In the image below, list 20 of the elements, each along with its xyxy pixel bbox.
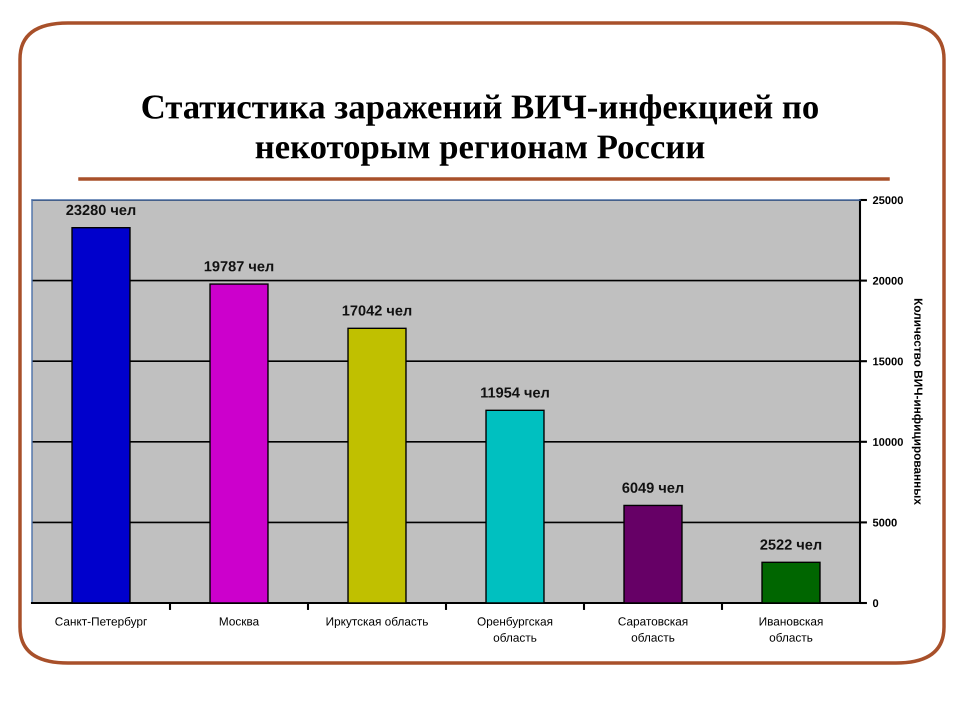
data-label: 19787 чел bbox=[204, 261, 274, 272]
y-tick-label: 10000 bbox=[873, 438, 903, 446]
chart-title: Статистика заражений ВИЧ-инфекцией по некоторым регионам России bbox=[142, 94, 818, 166]
x-tick-label: Саратовская область bbox=[618, 617, 688, 642]
data-label: 23280 чел bbox=[66, 204, 136, 216]
y-tick-label: 25000 bbox=[872, 196, 903, 204]
x-tick-label: Оренбургская область bbox=[478, 616, 552, 642]
y-tick-label: 5000 bbox=[872, 518, 897, 527]
data-label: 17042 чел bbox=[342, 305, 412, 316]
x-tick-label: Ивановская область bbox=[760, 617, 823, 642]
x-tick-label: Иркутская область bbox=[326, 616, 428, 628]
data-label: 11954 чел bbox=[481, 387, 549, 398]
data-label: 6049 чел bbox=[622, 482, 684, 493]
x-tick-label: Москва bbox=[220, 617, 260, 626]
y-tick-label: 0 bbox=[872, 599, 878, 608]
y-tick-label: 20000 bbox=[872, 276, 903, 285]
y-tick-label: 15000 bbox=[873, 357, 903, 366]
data-label: 2522 чел bbox=[760, 539, 822, 550]
y-axis-title: Количество ВИЧ-инфицированных bbox=[912, 298, 923, 505]
x-tick-label: Санкт-Петербург bbox=[55, 616, 147, 628]
